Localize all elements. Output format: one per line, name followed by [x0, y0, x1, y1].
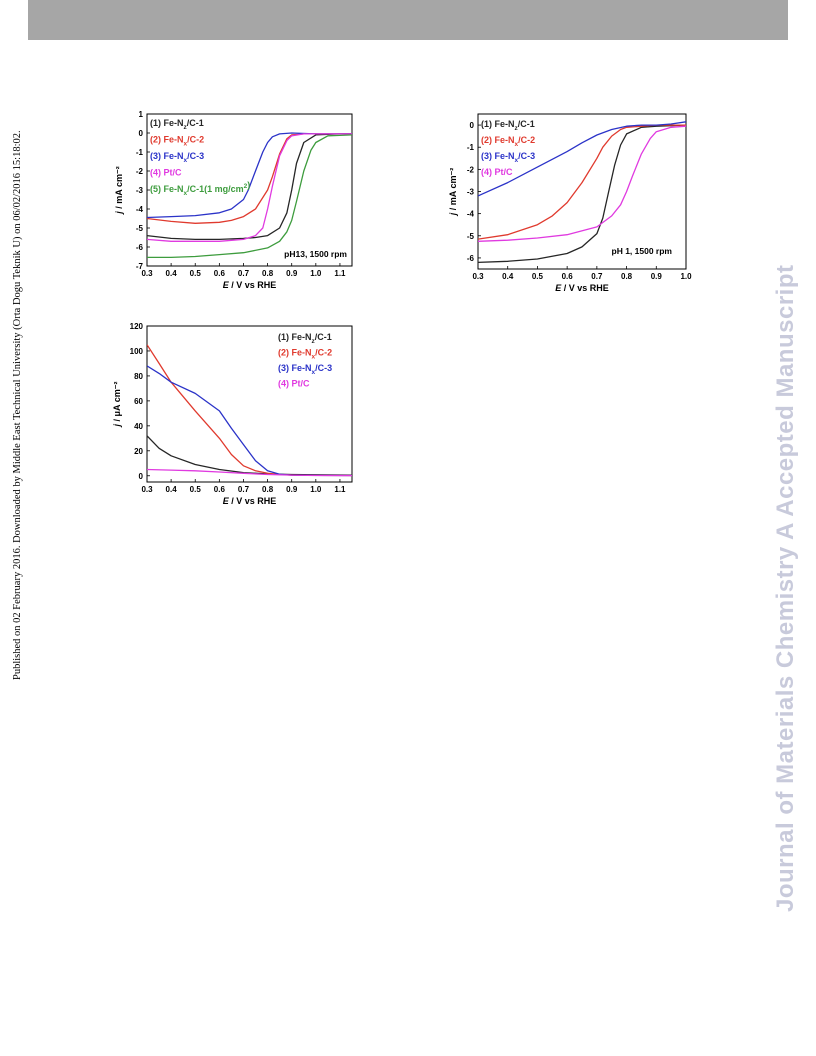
- y-tick-label: -4: [467, 210, 475, 219]
- x-tick-label: 0.8: [262, 269, 274, 278]
- y-tick-label: -6: [467, 254, 475, 263]
- x-axis-label: E / V vs RHE: [223, 496, 277, 506]
- legend-entry-2: (2) Fe-Nx/C-2: [481, 135, 535, 148]
- x-tick-label: 0.5: [190, 485, 202, 494]
- x-tick-label: 0.7: [238, 485, 250, 494]
- x-tick-label: 0.6: [214, 485, 226, 494]
- x-tick-label: 1.0: [680, 272, 692, 281]
- y-tick-label: -4: [136, 205, 144, 214]
- legend-entry-4: (4) Pt/C: [278, 379, 310, 389]
- x-tick-label: 0.8: [621, 272, 633, 281]
- x-tick-label: 0.7: [591, 272, 603, 281]
- series-line-2: [478, 124, 686, 240]
- legend-entry-3: (3) Fe-Nx/C-3: [278, 363, 332, 376]
- x-tick-label: 0.9: [286, 485, 298, 494]
- x-tick-label: 0.5: [190, 269, 202, 278]
- legend-entry-4: (4) Pt/C: [150, 168, 182, 178]
- series-line-3: [478, 121, 686, 197]
- y-tick-label: -6: [136, 243, 144, 252]
- series-line-3: [147, 132, 352, 219]
- y-tick-label: 120: [130, 322, 144, 331]
- x-tick-label: 0.6: [562, 272, 574, 281]
- y-tick-label: -3: [467, 188, 475, 197]
- series-line-1: [147, 435, 352, 476]
- x-tick-label: 0.3: [141, 485, 153, 494]
- series-line-3: [147, 365, 352, 477]
- condition-annotation: pH 1, 1500 rpm: [612, 246, 673, 256]
- x-tick-label: 1.1: [334, 269, 346, 278]
- x-tick-label: 0.9: [651, 272, 663, 281]
- x-tick-label: 1.1: [334, 485, 346, 494]
- y-tick-label: -1: [467, 143, 475, 152]
- y-tick-label: 1: [139, 110, 144, 119]
- legend-entry-2: (2) Fe-Nx/C-2: [150, 135, 204, 148]
- legend-entry-3: (3) Fe-Nx/C-3: [150, 151, 204, 164]
- x-tick-label: 0.4: [166, 485, 178, 494]
- legend-entry-1: (1) Fe-Nz/C-1: [150, 118, 204, 131]
- series-line-1: [147, 133, 352, 241]
- x-axis-label: E / V vs RHE: [555, 283, 609, 293]
- series-line-4: [478, 125, 686, 242]
- x-tick-label: 0.4: [502, 272, 514, 281]
- x-tick-label: 0.3: [472, 272, 484, 281]
- legend-entry-3: (3) Fe-Nx/C-3: [481, 151, 535, 164]
- legend-entry-4: (4) Pt/C: [481, 167, 513, 177]
- x-tick-label: 0.7: [238, 269, 250, 278]
- y-tick-label: -5: [467, 232, 475, 241]
- y-tick-label: 80: [134, 372, 143, 381]
- x-tick-label: 0.4: [166, 269, 178, 278]
- y-tick-label: -2: [136, 167, 144, 176]
- y-tick-label: -7: [136, 262, 144, 271]
- series-line-4: [147, 133, 352, 242]
- chart-ph13: 0.3 0.4 0.5 0.6 0.7 0.8 0.9 1.0 1.1 1 0 -1 -2 -3 -4 -5 -…: [114, 110, 353, 290]
- x-tick-label: 1.0: [310, 269, 322, 278]
- series-line-5: [147, 134, 352, 259]
- y-axis-label: j / mA cm⁻²: [448, 168, 458, 216]
- x-tick-label: 0.6: [214, 269, 226, 278]
- journal-watermark: Journal of Materials Chemistry A Accepte…: [772, 264, 799, 912]
- y-tick-label: -5: [136, 224, 144, 233]
- legend-entry-2: (2) Fe-Nx/C-2: [278, 348, 332, 361]
- y-tick-label: -2: [467, 165, 475, 174]
- header-band: [28, 0, 788, 40]
- legend-entry-5: (5) Fe-Nx/C-1(1 mg/cm2): [150, 180, 250, 197]
- plot-frame: [146, 325, 353, 483]
- y-tick-label: 20: [134, 447, 143, 456]
- download-note: Published on 02 February 2016. Downloade…: [12, 130, 23, 680]
- chart-ph1: 0.3 0.4 0.5 0.6 0.7 0.8 0.9 1.0 0 -1 -2 -3 -4 -5 -6 E /…: [448, 113, 692, 293]
- y-tick-label: -1: [136, 148, 144, 157]
- y-tick-label: 100: [130, 347, 144, 356]
- series-line-1: [478, 124, 686, 264]
- chart-ring-current: 0.3 0.4 0.5 0.6 0.7 0.8 0.9 1.0 1.1 120 100 80 60 40 2…: [112, 322, 353, 506]
- y-tick-label: 0: [139, 472, 144, 481]
- x-tick-label: 1.0: [310, 485, 322, 494]
- x-axis-label: E / V vs RHE: [223, 280, 277, 290]
- x-tick-label: 0.8: [262, 485, 274, 494]
- y-tick-label: -3: [136, 186, 144, 195]
- y-tick-label: 0: [139, 129, 144, 138]
- y-axis-label: j / μA cm⁻²: [112, 382, 122, 428]
- y-axis-label: j / mA cm⁻²: [114, 166, 124, 214]
- series-line-4: [147, 468, 352, 477]
- series-line-2: [147, 133, 352, 224]
- legend-entry-1: (1) Fe-Nz/C-1: [278, 332, 332, 345]
- x-tick-label: 0.3: [141, 269, 153, 278]
- y-tick-label: 60: [134, 397, 143, 406]
- y-tick-label: 0: [470, 121, 475, 130]
- x-tick-label: 0.5: [532, 272, 544, 281]
- y-tick-label: 40: [134, 422, 143, 431]
- condition-annotation: pH13, 1500 rpm: [284, 249, 347, 259]
- legend-entry-1: (1) Fe-Nz/C-1: [481, 119, 535, 132]
- x-tick-label: 0.9: [286, 269, 298, 278]
